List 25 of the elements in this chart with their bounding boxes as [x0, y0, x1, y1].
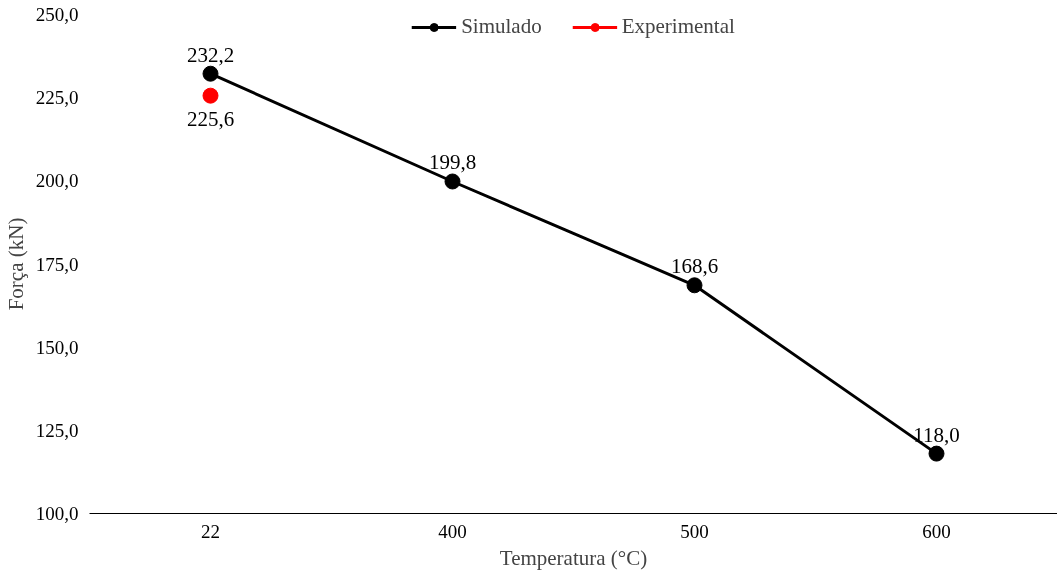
y-tick-label: 225,0: [35, 87, 79, 109]
x-tick-label: 400: [438, 520, 467, 542]
y-tick-label: 125,0: [35, 419, 79, 441]
x-tick-label: 500: [680, 520, 709, 542]
x-tick-label: 600: [922, 520, 951, 542]
x-tick-label: 22: [201, 520, 220, 542]
data-label: 232,2: [186, 42, 235, 67]
point: [444, 173, 461, 190]
point: [928, 445, 945, 462]
point: [202, 87, 219, 104]
point: [202, 65, 219, 82]
y-axis-title: Força (kN): [3, 217, 28, 311]
y-tick-label: 150,0: [35, 336, 79, 358]
legend-label: Simulado: [461, 14, 542, 39]
y-tick-label: 200,0: [35, 170, 79, 192]
y-tick-label: 250,0: [35, 4, 79, 25]
y-tick-label: 100,0: [35, 503, 79, 524]
legend-label: Experimental: [621, 14, 735, 39]
y-tick-label: 175,0: [35, 253, 79, 275]
data-label: 199,8: [428, 150, 477, 175]
data-label: 168,6: [670, 254, 719, 279]
data-label: 118,0: [913, 422, 960, 447]
data-label: 225,6: [186, 106, 235, 131]
x-axis-title: Temperatura (°C): [499, 545, 648, 570]
point: [686, 277, 703, 294]
